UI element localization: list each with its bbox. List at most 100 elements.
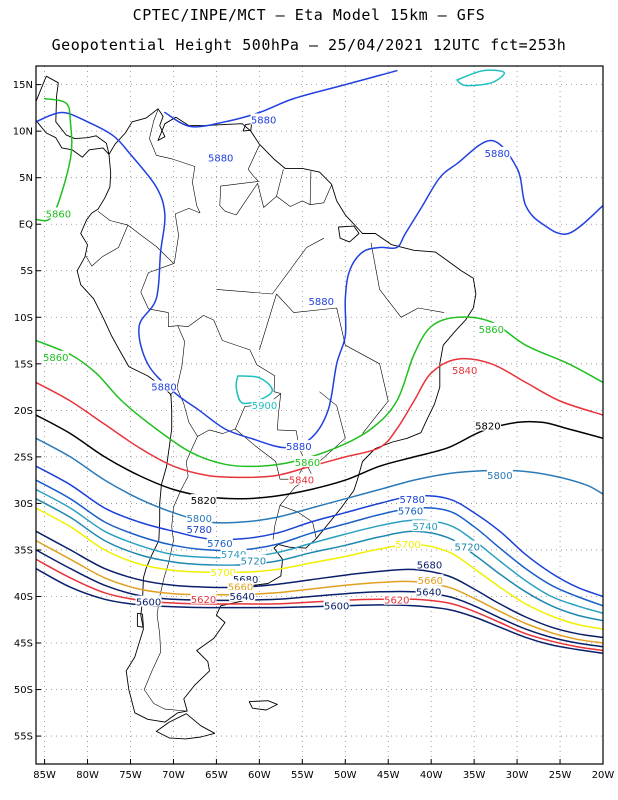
contour-5900 — [456, 69, 506, 87]
contour-label-bg — [229, 589, 256, 601]
contour-label-5740: 5740 — [412, 522, 437, 533]
border-brazil-states-4 — [314, 391, 346, 467]
tick-label-lon: 25W — [549, 770, 572, 781]
tick-label-lon: 70W — [162, 770, 185, 781]
border-venezuela-brazil — [224, 183, 277, 216]
contour-label-5860: 5860 — [46, 209, 71, 220]
contour-label-bg — [323, 599, 350, 611]
contour-label-5700: 5700 — [211, 568, 236, 579]
contour-5680 — [36, 530, 603, 639]
contour-5800 — [36, 437, 603, 524]
contour-5860 — [36, 97, 73, 222]
contour-label-bg — [190, 592, 217, 604]
contour-5860 — [36, 316, 603, 468]
contour-label-5660: 5660 — [228, 583, 253, 594]
contour-label-bg — [285, 440, 312, 452]
contour-label-bg — [186, 522, 213, 534]
axis-ticks: 15N 10N 5N EQ 5S 10S 15S 20S 25S 30S 35S 40S 45S 50S 5… — [13, 80, 615, 781]
tick-label-lat: 50S — [14, 685, 33, 696]
contour-label-5660: 5660 — [418, 576, 443, 587]
contour-label-bg — [288, 473, 315, 485]
contour-5880 — [36, 111, 603, 449]
contour-label-bg — [484, 146, 511, 158]
contour-label-bg — [240, 554, 267, 566]
contour-label-bg — [415, 585, 442, 597]
contour-label-bg — [417, 574, 444, 586]
coastline-falklands — [248, 700, 278, 711]
contour-label-5680: 5680 — [417, 560, 442, 571]
coastline-marajo — [337, 225, 360, 243]
contour-label-5900: 5900 — [252, 401, 277, 412]
contour-label-5880: 5880 — [251, 115, 276, 126]
border-ecuador-peru — [85, 224, 129, 267]
coastline-south-america — [76, 108, 477, 723]
contour-label-5720: 5720 — [455, 543, 480, 554]
tick-label-lat: 15S — [14, 359, 33, 370]
map-title-line-2: Geopotential Height 500hPa – 25/04/2021 … — [51, 36, 567, 54]
contour-5660 — [36, 539, 603, 644]
contour-label-5780: 5780 — [187, 525, 212, 536]
contour-label-bg — [227, 580, 254, 592]
contour-label-5820: 5820 — [191, 496, 216, 507]
contour-label-bg — [394, 537, 421, 549]
contour-label-bg — [207, 151, 234, 163]
border-guiana-brazil — [310, 184, 332, 205]
contour-5820 — [36, 414, 603, 500]
tick-label-lon: 35W — [463, 770, 486, 781]
contour-5700 — [36, 507, 603, 630]
coastline-tierra-del-fuego — [155, 713, 216, 740]
contour-label-5640: 5640 — [416, 587, 441, 598]
border-uruguay-brazil — [279, 505, 317, 538]
tick-label-lat: 5N — [19, 173, 33, 184]
tick-label-lat: 10N — [13, 127, 33, 138]
tick-label-lat: 55S — [14, 732, 33, 743]
border-guyana-suriname-guiana — [276, 169, 312, 207]
contour-label-5880: 5880 — [151, 383, 176, 394]
contour-5780 — [36, 465, 603, 598]
contour-label-5640: 5640 — [229, 592, 254, 603]
contour-label-bg — [232, 573, 259, 585]
border-colombia-venezuela — [149, 109, 201, 214]
contour-label-bg — [416, 558, 443, 570]
map-frame — [35, 65, 604, 765]
contour-label-bg — [399, 493, 426, 505]
coastline-chiloe — [136, 612, 144, 628]
contour-label-bg — [186, 511, 213, 523]
contour-label-bg — [454, 540, 481, 552]
contour-label-5880: 5880 — [308, 297, 333, 308]
contour-label-bg — [45, 207, 72, 219]
tick-label-lat: 10S — [14, 313, 33, 324]
contour-label-bg — [190, 494, 217, 506]
contour-label-bg — [474, 419, 501, 431]
contour-label-bg — [42, 350, 69, 362]
tick-label-lat: 45S — [14, 639, 33, 650]
contour-5620 — [36, 558, 603, 652]
contour-label-5780: 5780 — [400, 495, 425, 506]
tick-label-lat: 25S — [14, 452, 33, 463]
contour-label-bg — [220, 548, 247, 560]
contour-label-5740: 5740 — [221, 550, 246, 561]
contour-label-bg — [210, 565, 237, 577]
contour-label-bg — [383, 593, 410, 605]
contour-label-bg — [151, 380, 178, 392]
tick-label-lat: 40S — [14, 592, 33, 603]
contour-label-bg — [250, 113, 277, 125]
tick-label-lat: 15N — [13, 80, 33, 91]
tick-label-lon: 60W — [248, 770, 271, 781]
contour-label-5760: 5760 — [207, 539, 232, 550]
contour-label-bg — [478, 322, 505, 334]
tick-label-lon: 40W — [420, 770, 443, 781]
tick-label-lon: 85W — [33, 770, 56, 781]
contour-label-5620: 5620 — [384, 596, 409, 607]
contour-5840 — [36, 357, 603, 479]
tick-label-lat: 5S — [20, 266, 33, 277]
tick-label-lon: 65W — [205, 770, 228, 781]
contour-label-bg — [412, 520, 439, 532]
contour-label-bg — [135, 595, 162, 607]
contour-label-bg — [294, 455, 321, 467]
contour-label-5700: 5700 — [395, 540, 420, 551]
contour-label-5860: 5860 — [295, 458, 320, 469]
contour-label-bg — [251, 399, 278, 411]
contour-label-bg — [486, 468, 513, 480]
